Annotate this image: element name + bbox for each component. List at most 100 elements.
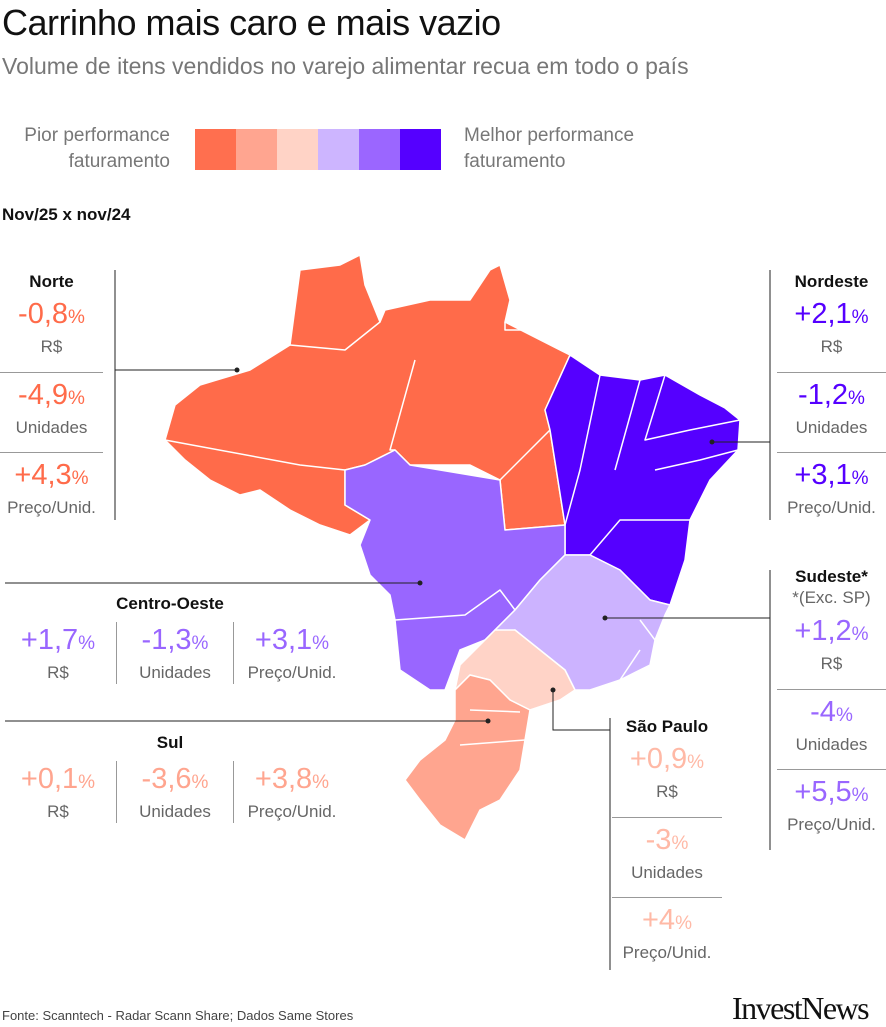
metric-unit: % (851, 624, 869, 645)
metric-number: +4 (642, 904, 676, 936)
metric-number: +0,1 (20, 763, 79, 795)
metric-cell: -1,2% Unidades (777, 372, 886, 452)
metric-cell: +3,1% Preço/Unid. (777, 452, 886, 532)
metric-value: +3,8% (234, 761, 350, 801)
legend-swatch (359, 129, 400, 170)
legend-swatch (195, 129, 236, 170)
region-sul (404, 674, 531, 841)
metric-value: +4,3% (0, 457, 103, 497)
region-name: Nordeste (794, 272, 869, 291)
legend-swatch (277, 129, 318, 170)
metric-label: Unidades (795, 735, 868, 754)
metric-label: Preço/Unid. (247, 663, 337, 682)
metric-label: Unidades (139, 663, 211, 682)
metric-cell: -3% Unidades (612, 817, 722, 897)
metric-number: -3,6 (141, 763, 192, 795)
metric-cell: -4% Unidades (777, 689, 886, 769)
metric-label: Preço/Unid. (247, 802, 337, 821)
metric-cell: +1,2% R$ (777, 609, 886, 689)
metric-cell: +0,9% R$ (612, 737, 722, 817)
metric-label: Preço/Unid. (7, 498, 96, 517)
legend-swatch (318, 129, 359, 170)
metric-cell: +5,5% Preço/Unid. (777, 769, 886, 849)
metric-value: +3,1% (777, 457, 886, 497)
metric-cell: +3,1% Preço/Unid. (233, 622, 350, 684)
region-panel-sul: Sul +0,1% R$ -3,6% Unidades +3,8% Preço/Unid. (0, 733, 350, 823)
region-name: Sul (156, 733, 184, 752)
metric-value: -4% (777, 694, 886, 734)
metric-number: +3,8 (254, 763, 313, 795)
metric-number: +3,1 (794, 459, 852, 491)
legend-swatch (236, 129, 277, 170)
metric-unit: % (191, 772, 209, 793)
region-name: Norte (29, 272, 74, 291)
metric-cell: -4,9% Unidades (0, 372, 103, 452)
metric-number: -4,9 (18, 379, 69, 411)
leader-sao-paulo (552, 690, 610, 731)
metric-label: Unidades (631, 863, 703, 882)
metric-unit: % (68, 307, 85, 328)
metric-number: -0,8 (18, 298, 69, 330)
metric-value: +5,5% (777, 774, 886, 814)
metric-number: +3,1 (254, 624, 313, 656)
source-note: Fonte: Scanntech - Radar Scann Share; Da… (2, 1008, 354, 1023)
legend-swatch (400, 129, 441, 170)
investnews-logo: InvestNews (732, 990, 870, 1026)
metric-unit: % (312, 772, 330, 793)
region-panel-sudeste: Sudeste* *(Exc. SP) +1,2% R$ -4% Unidades +5,5… (777, 567, 886, 849)
period-label: Nov/25 x nov/24 (2, 205, 131, 224)
metric-row: +0,1% R$ -3,6% Unidades +3,8% Preço/Unid. (0, 761, 350, 823)
region-panel-nordeste: Nordeste +2,1% R$ -1,2% Unidades +3,1% Preço/U… (777, 272, 886, 532)
metric-unit: % (687, 752, 705, 773)
metric-value: +2,1% (777, 296, 886, 336)
region-note: *(Exc. SP) (792, 588, 871, 607)
metric-value: -0,8% (0, 296, 103, 336)
metric-value: +1,7% (0, 622, 116, 662)
legend-worst-label: Pior performance faturamento (2, 123, 170, 175)
legend-best-line1: Melhor performance (464, 125, 635, 146)
metric-unit: % (675, 913, 692, 934)
metric-label: Preço/Unid. (622, 943, 712, 962)
metric-row: +1,7% R$ -1,3% Unidades +3,1% Preço/Unid. (0, 622, 350, 684)
metric-cell: +4,3% Preço/Unid. (0, 452, 103, 532)
metric-value: +1,2% (777, 613, 886, 653)
metric-cell: -3,6% Unidades (116, 761, 233, 823)
metric-value: +3,1% (234, 622, 350, 662)
metric-number: +2,1 (794, 298, 852, 330)
metric-number: +1,7 (20, 624, 79, 656)
metric-cell: +3,8% Preço/Unid. (233, 761, 350, 823)
metric-value: -3% (612, 822, 722, 862)
metric-unit: % (835, 705, 853, 726)
metric-unit: % (851, 785, 869, 806)
metric-label: Unidades (139, 802, 211, 821)
region-panel-sao-paulo: São Paulo +0,9% R$ -3% Unidades +4% Preço/Unid… (612, 717, 722, 977)
metric-label: Preço/Unid. (787, 498, 876, 517)
metric-cell: +4% Preço/Unid. (612, 897, 722, 977)
metric-unit: % (78, 633, 96, 654)
region-name: Centro-Oeste (116, 594, 224, 613)
legend-best-label: Melhor performance faturamento (464, 123, 634, 175)
metric-cell: +1,7% R$ (0, 622, 116, 684)
metric-value: -1,3% (117, 622, 233, 662)
metric-number: -1,3 (141, 624, 192, 656)
chart-title: Carrinho mais caro e mais vazio (2, 2, 501, 43)
legend-color-scale (195, 129, 441, 170)
metric-number: -3 (645, 824, 672, 856)
metric-cell: +0,1% R$ (0, 761, 116, 823)
metric-label: Preço/Unid. (787, 815, 876, 834)
metric-label: R$ (47, 802, 69, 821)
metric-value: -4,9% (0, 377, 103, 417)
metric-number: +4,3 (14, 459, 72, 491)
metric-value: -3,6% (117, 761, 233, 801)
metric-number: -4 (810, 696, 836, 728)
metric-value: +4% (612, 902, 722, 942)
region-panel-centro-oeste: Centro-Oeste +1,7% R$ -1,3% Unidades +3,1% Pre… (0, 594, 350, 684)
metric-unit: % (851, 468, 869, 489)
metric-cell: -0,8% R$ (0, 292, 103, 372)
metric-label: R$ (820, 654, 843, 673)
metric-value: +0,1% (0, 761, 116, 801)
region-name: São Paulo (625, 717, 709, 736)
metric-unit: % (78, 772, 96, 793)
metric-number: +1,2 (794, 615, 852, 647)
